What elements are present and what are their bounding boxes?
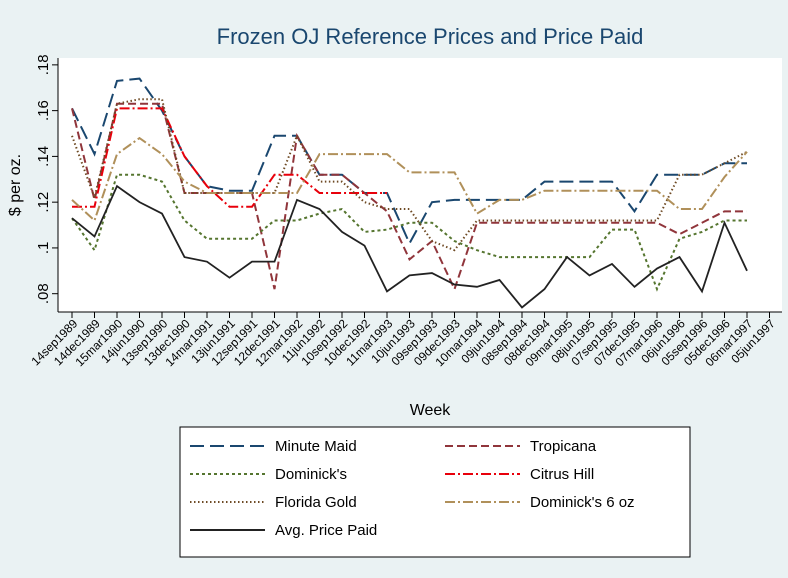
y-tick-label: .18 (35, 54, 52, 75)
legend-label: Avg. Price Paid (275, 522, 377, 539)
x-axis-title: Week (410, 402, 452, 419)
plot-area (58, 58, 782, 312)
y-tick-label: .16 (35, 100, 52, 121)
legend-label: Florida Gold (275, 494, 357, 511)
legend-label: Dominick's 6 oz (530, 494, 635, 511)
legend-label: Tropicana (530, 438, 597, 455)
series-line (71, 98, 748, 252)
legend-label: Dominick's (275, 466, 347, 483)
legend-label: Citrus Hill (530, 466, 594, 483)
y-tick-label: .1 (35, 242, 52, 255)
chart-title: Frozen OJ Reference Prices and Price Pai… (217, 24, 644, 49)
y-axis-title: $ per oz. (7, 154, 24, 216)
y-tick-label: .12 (35, 192, 52, 213)
legend-label: Minute Maid (275, 438, 357, 455)
y-tick-label: .08 (35, 283, 52, 304)
series-line (72, 107, 387, 208)
y-tick-label: .14 (35, 146, 52, 167)
series-line (71, 184, 748, 309)
series-line (71, 136, 748, 223)
legend (179, 426, 691, 558)
